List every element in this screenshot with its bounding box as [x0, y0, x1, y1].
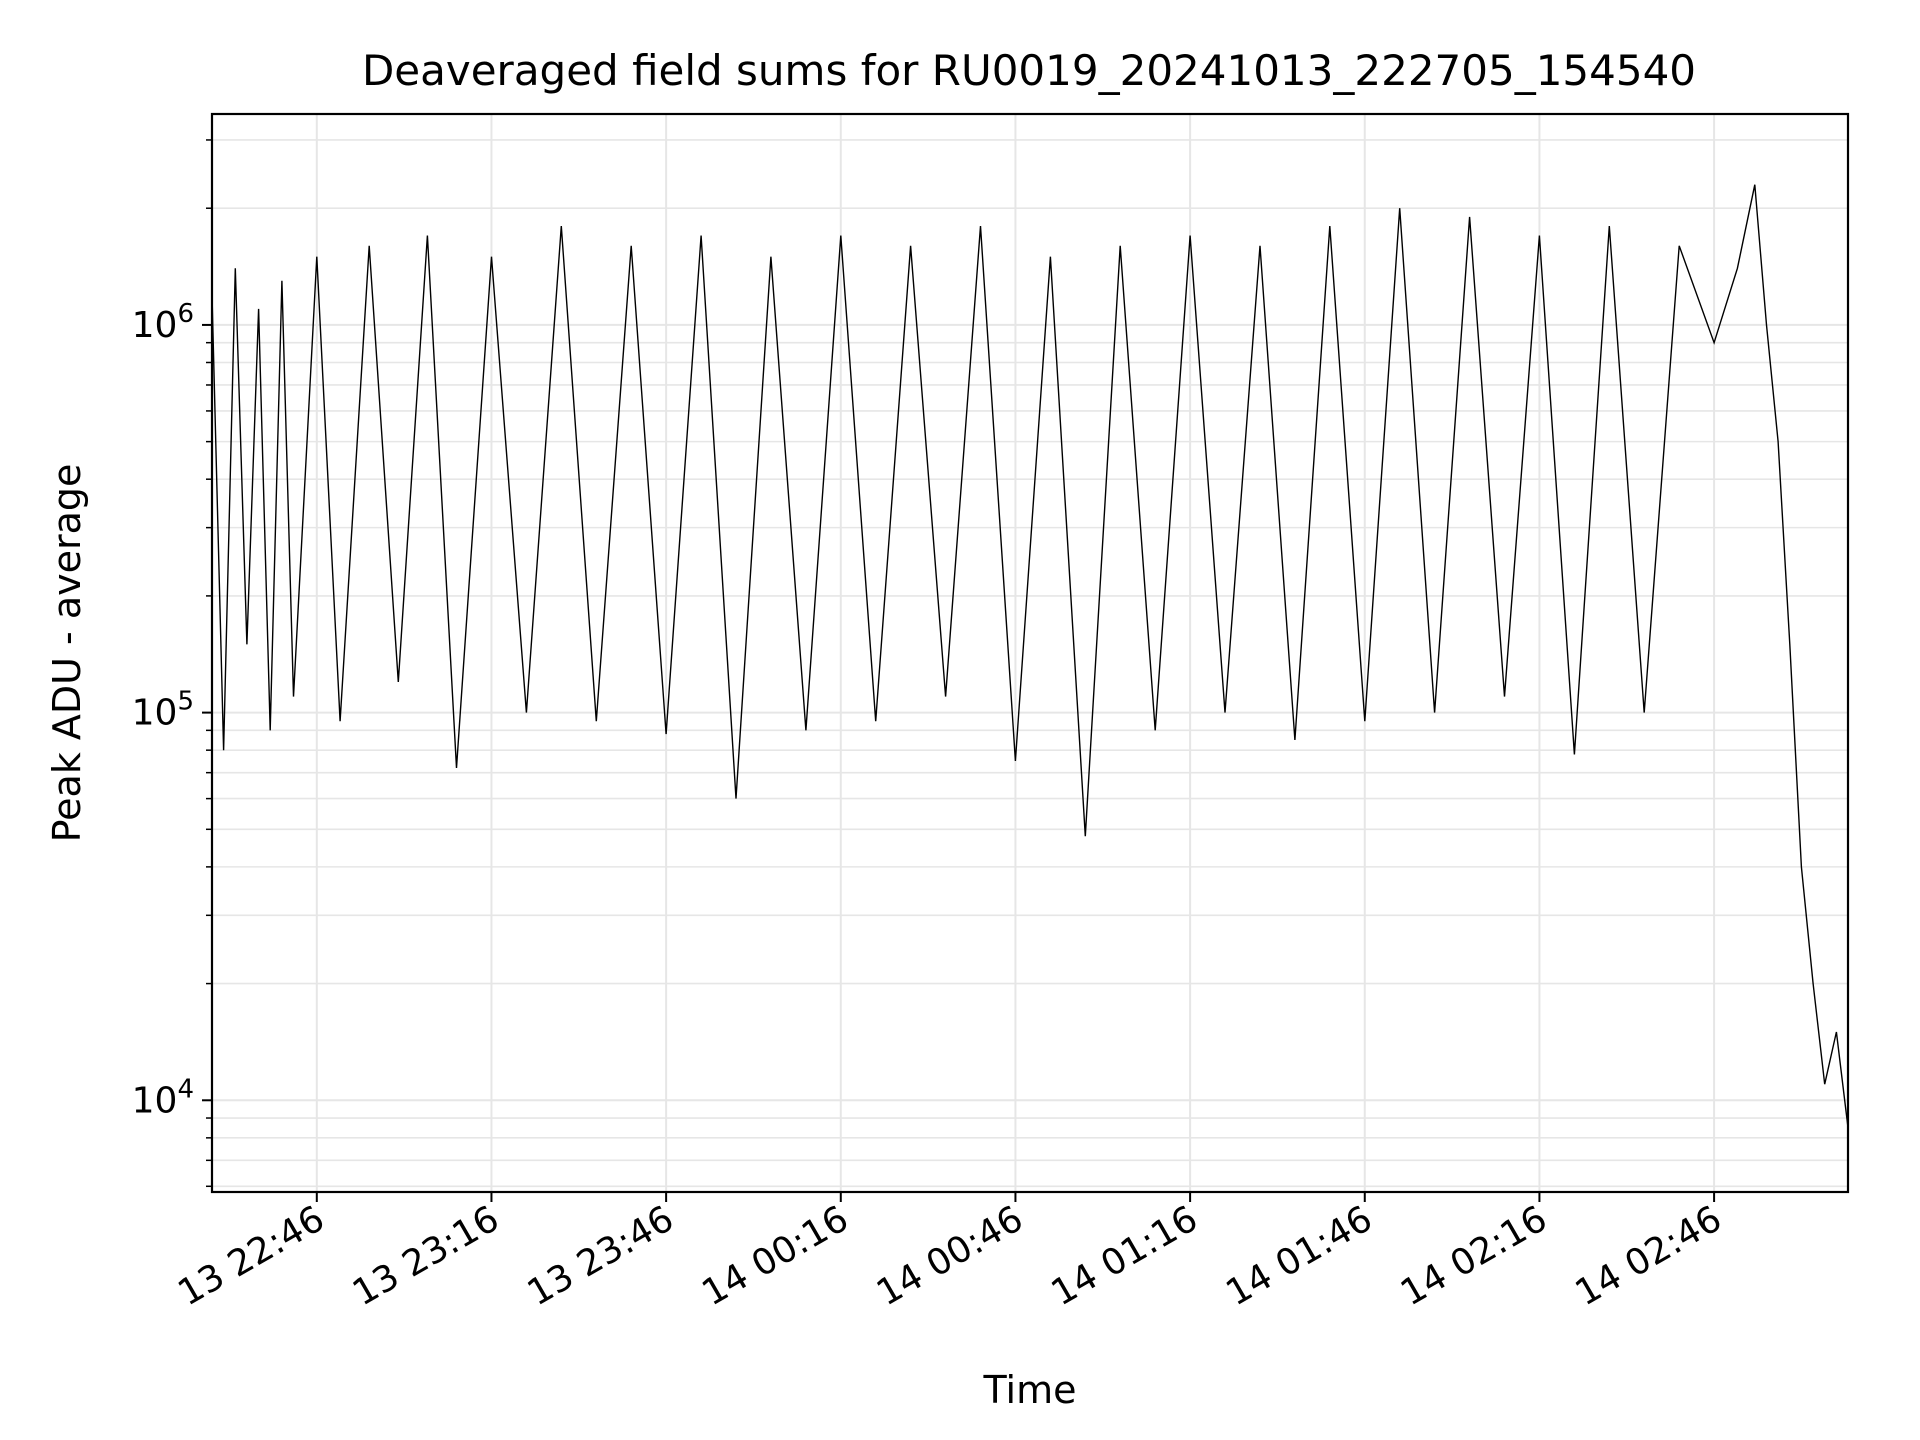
x-tick-label: 14 00:16	[695, 1198, 855, 1314]
chart-title: Deaveraged field sums for RU0019_2024101…	[362, 46, 1696, 95]
x-tick-label: 13 22:46	[171, 1198, 331, 1314]
y-axis: 104 105 106	[132, 139, 212, 1188]
x-axis: 13 22:46 13 23:16 13 23:46 14 00:16 14 00:46…	[171, 1192, 1729, 1314]
x-axis-label: Time	[983, 1368, 1077, 1412]
grid	[212, 114, 1848, 1192]
y-tick-label: 106	[132, 299, 194, 346]
plot-frame	[210, 112, 1850, 1194]
x-tick-label: 13 23:46	[521, 1198, 681, 1314]
x-tick-label: 14 01:46	[1219, 1198, 1379, 1314]
series-area	[211, 184, 1849, 1128]
x-tick-label: 14 01:16	[1045, 1198, 1205, 1314]
x-tick-label: 14 02:46	[1569, 1198, 1729, 1314]
y-tick-label: 104	[132, 1074, 194, 1121]
y-tick-label: 105	[132, 687, 194, 734]
x-tick-label: 13 23:16	[346, 1198, 506, 1314]
y-axis-label: Peak ADU - average	[45, 464, 89, 843]
x-tick-label: 14 00:46	[870, 1198, 1030, 1314]
series-line	[211, 184, 1849, 1128]
x-tick-label: 14 02:16	[1394, 1198, 1554, 1314]
